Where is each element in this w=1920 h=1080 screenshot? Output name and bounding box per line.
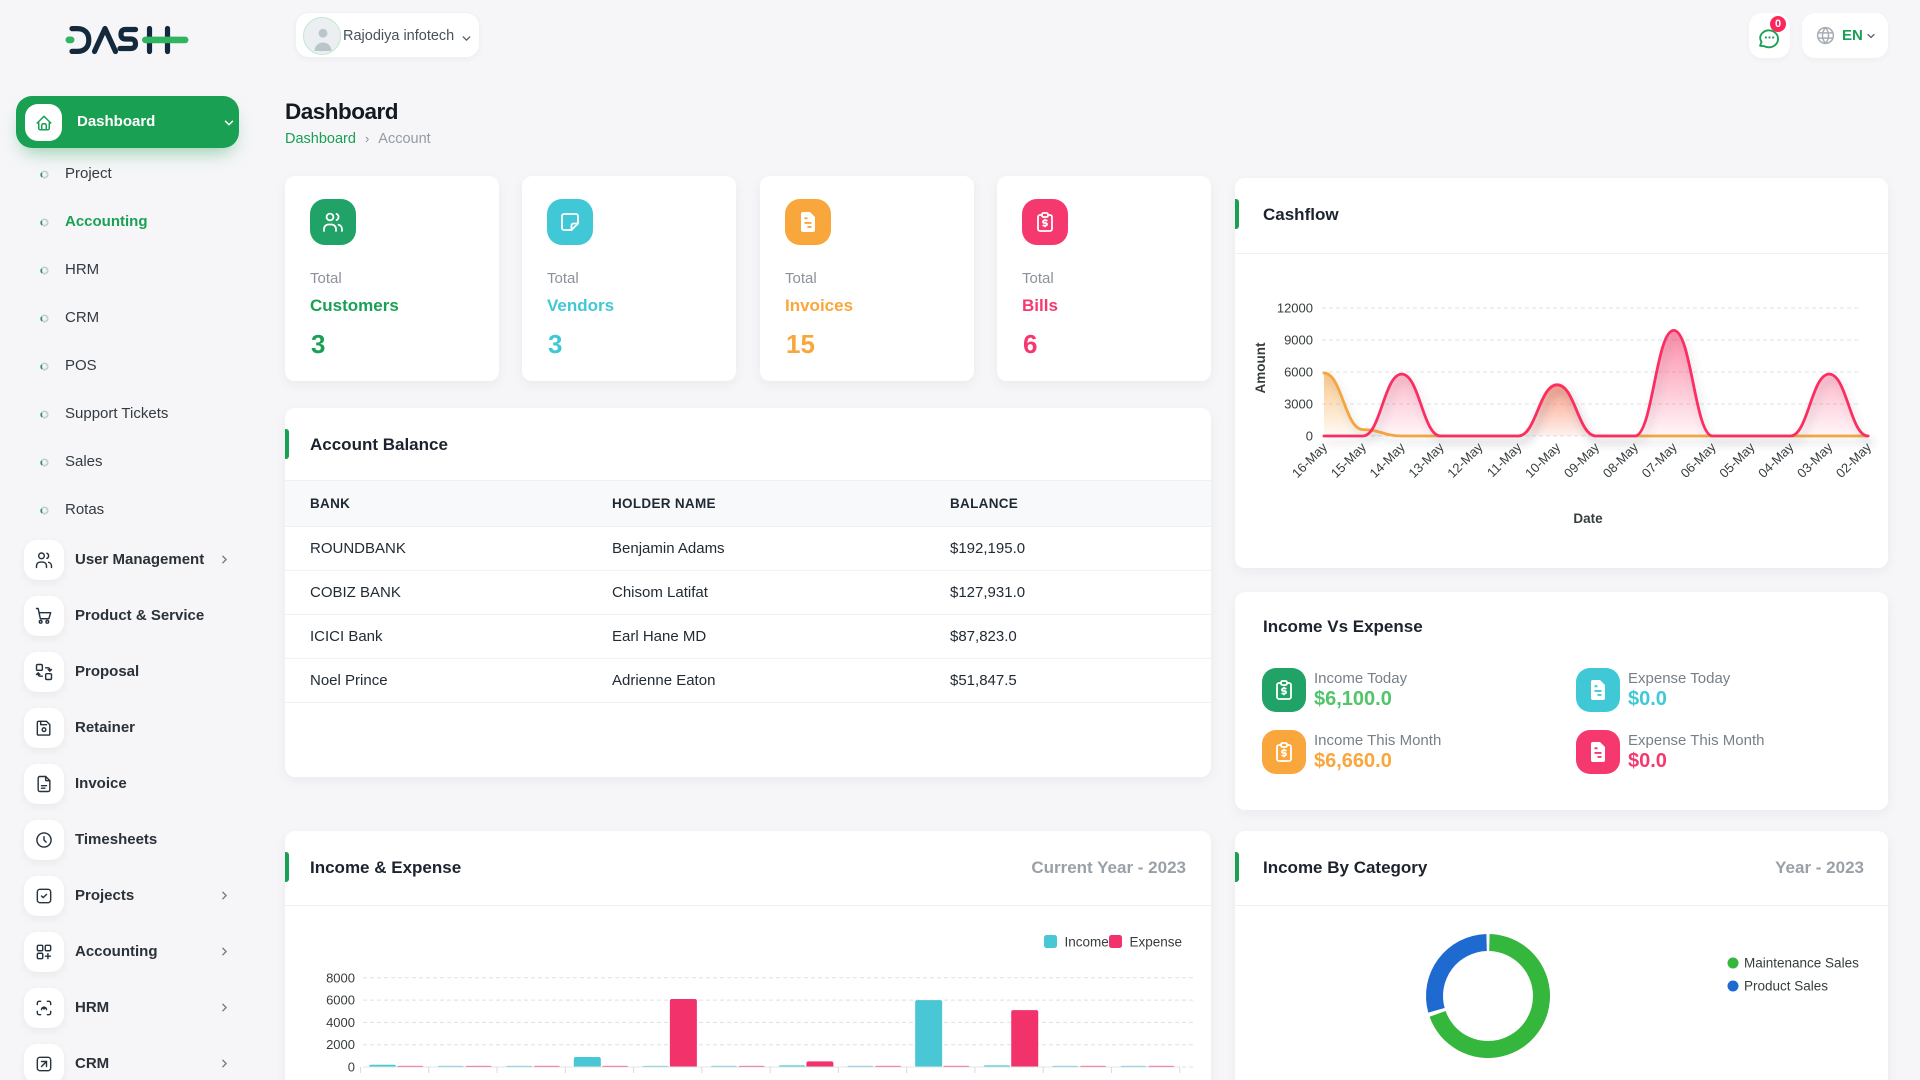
svg-text:12000: 12000 [1277, 301, 1313, 316]
svg-text:13-May: 13-May [1405, 439, 1447, 481]
svg-text:6000: 6000 [1284, 365, 1313, 380]
svg-text:3000: 3000 [1284, 397, 1313, 412]
svg-text:12-May: 12-May [1444, 439, 1486, 481]
svg-text:Amount: Amount [1253, 342, 1268, 393]
svg-text:Expense: Expense [1130, 935, 1183, 950]
svg-text:02-May: 02-May [1833, 439, 1875, 481]
svg-text:11-May: 11-May [1484, 439, 1525, 480]
svg-text:Product Sales: Product Sales [1744, 979, 1828, 994]
svg-text:07-May: 07-May [1639, 439, 1681, 481]
svg-text:9000: 9000 [1284, 333, 1313, 348]
svg-text:8000: 8000 [326, 970, 355, 985]
svg-text:6000: 6000 [326, 993, 355, 1008]
svg-text:08-May: 08-May [1600, 439, 1642, 481]
svg-text:0: 0 [1306, 429, 1313, 444]
svg-text:14-May: 14-May [1367, 439, 1409, 481]
svg-text:15-May: 15-May [1328, 439, 1370, 481]
svg-text:Date: Date [1573, 511, 1603, 526]
svg-text:0: 0 [348, 1060, 355, 1075]
svg-text:Income: Income [1065, 935, 1109, 950]
svg-text:04-May: 04-May [1755, 439, 1797, 481]
svg-text:09-May: 09-May [1561, 439, 1603, 481]
svg-text:06-May: 06-May [1677, 439, 1719, 481]
svg-text:Maintenance Sales: Maintenance Sales [1744, 956, 1859, 971]
svg-text:03-May: 03-May [1794, 439, 1836, 481]
svg-text:4000: 4000 [326, 1015, 355, 1030]
svg-text:2000: 2000 [326, 1037, 355, 1052]
svg-text:05-May: 05-May [1716, 439, 1758, 481]
svg-text:10-May: 10-May [1522, 439, 1564, 481]
svg-text:16-May: 16-May [1289, 439, 1331, 481]
